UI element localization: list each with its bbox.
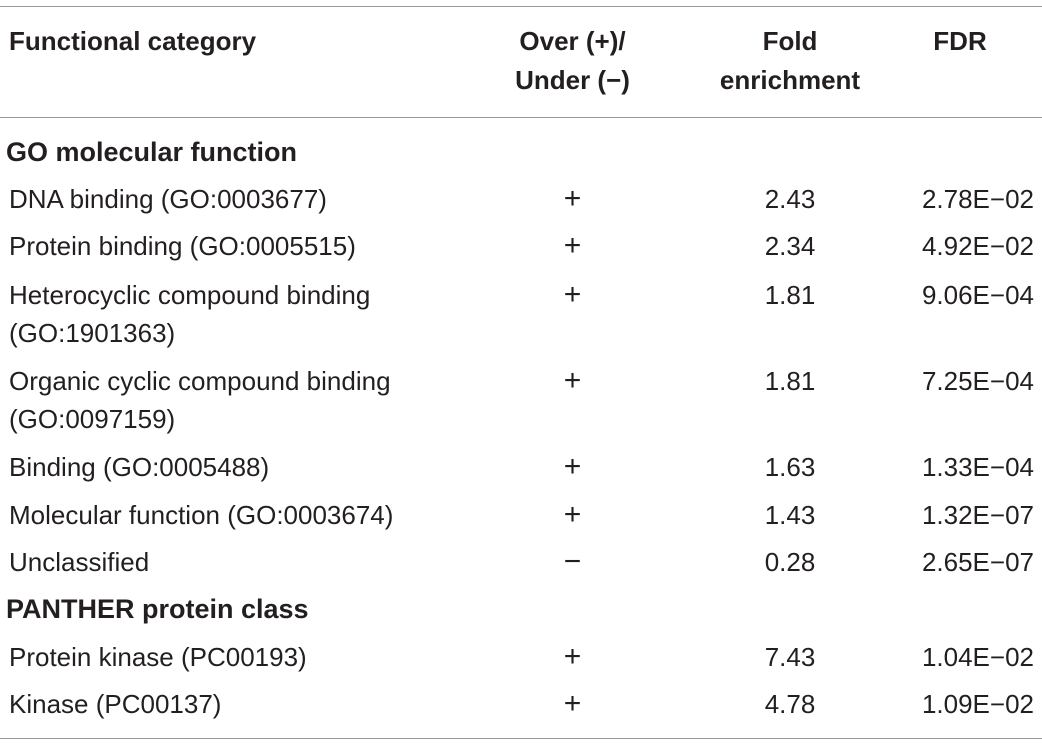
row-fold: 0.28	[764, 547, 816, 577]
row-category: Kinase (PC00137)	[9, 689, 222, 719]
row-direction: +	[563, 278, 582, 311]
row-direction: +	[563, 640, 582, 673]
row-category: Binding (GO:0005488)	[9, 452, 270, 482]
row-category: Unclassified	[9, 547, 150, 577]
row-category: Protein binding (GO:0005515)	[9, 231, 356, 261]
row-fold: 1.63	[764, 452, 816, 482]
row-fdr: 1.09E−02	[921, 689, 1034, 719]
top-rule	[0, 6, 1042, 7]
header-fdr: FDR	[933, 26, 987, 56]
row-category: Molecular function (GO:0003674)	[9, 500, 394, 530]
row-fold: 1.43	[764, 500, 816, 530]
header-rule	[0, 117, 1042, 118]
header-direction-line2: Under (−)	[515, 65, 630, 95]
row-fold: 4.78	[764, 689, 816, 719]
row-fold: 7.43	[764, 642, 816, 672]
row-fold: 2.34	[764, 231, 816, 261]
row-fdr: 9.06E−04	[921, 280, 1034, 310]
header-direction-line1: Over (+)/	[519, 26, 626, 56]
row-direction: +	[563, 498, 582, 531]
row-fold: 2.43	[764, 184, 816, 214]
row-fdr: 1.04E−02	[921, 642, 1034, 672]
row-fdr: 1.33E−04	[921, 452, 1034, 482]
row-category-line2: (GO:0097159)	[9, 404, 176, 434]
row-fold: 1.81	[764, 280, 816, 310]
row-direction: −	[563, 545, 582, 578]
row-direction: +	[563, 229, 582, 262]
row-category: Heterocyclic compound binding	[9, 280, 371, 310]
row-direction: +	[563, 364, 582, 397]
row-direction: +	[563, 687, 582, 720]
row-fdr: 4.92E−02	[921, 231, 1034, 261]
row-category-line2: (GO:1901363)	[9, 318, 176, 348]
section-title: GO molecular function	[6, 137, 298, 167]
row-fold: 1.81	[764, 366, 816, 396]
bottom-rule	[0, 738, 1042, 739]
row-category: DNA binding (GO:0003677)	[9, 184, 327, 214]
row-category: Organic cyclic compound binding	[9, 366, 391, 396]
header-functional-category: Functional category	[9, 26, 257, 56]
row-fdr: 1.32E−07	[921, 500, 1034, 530]
row-fdr: 2.78E−02	[921, 184, 1034, 214]
row-fdr: 2.65E−07	[921, 547, 1034, 577]
section-title: PANTHER protein class	[6, 594, 309, 624]
row-category: Protein kinase (PC00193)	[9, 642, 307, 672]
row-fdr: 7.25E−04	[921, 366, 1034, 396]
header-fold-line1: Fold	[762, 26, 818, 56]
row-direction: +	[563, 450, 582, 483]
header-fold-line2: enrichment	[719, 65, 861, 95]
row-direction: +	[563, 182, 582, 215]
